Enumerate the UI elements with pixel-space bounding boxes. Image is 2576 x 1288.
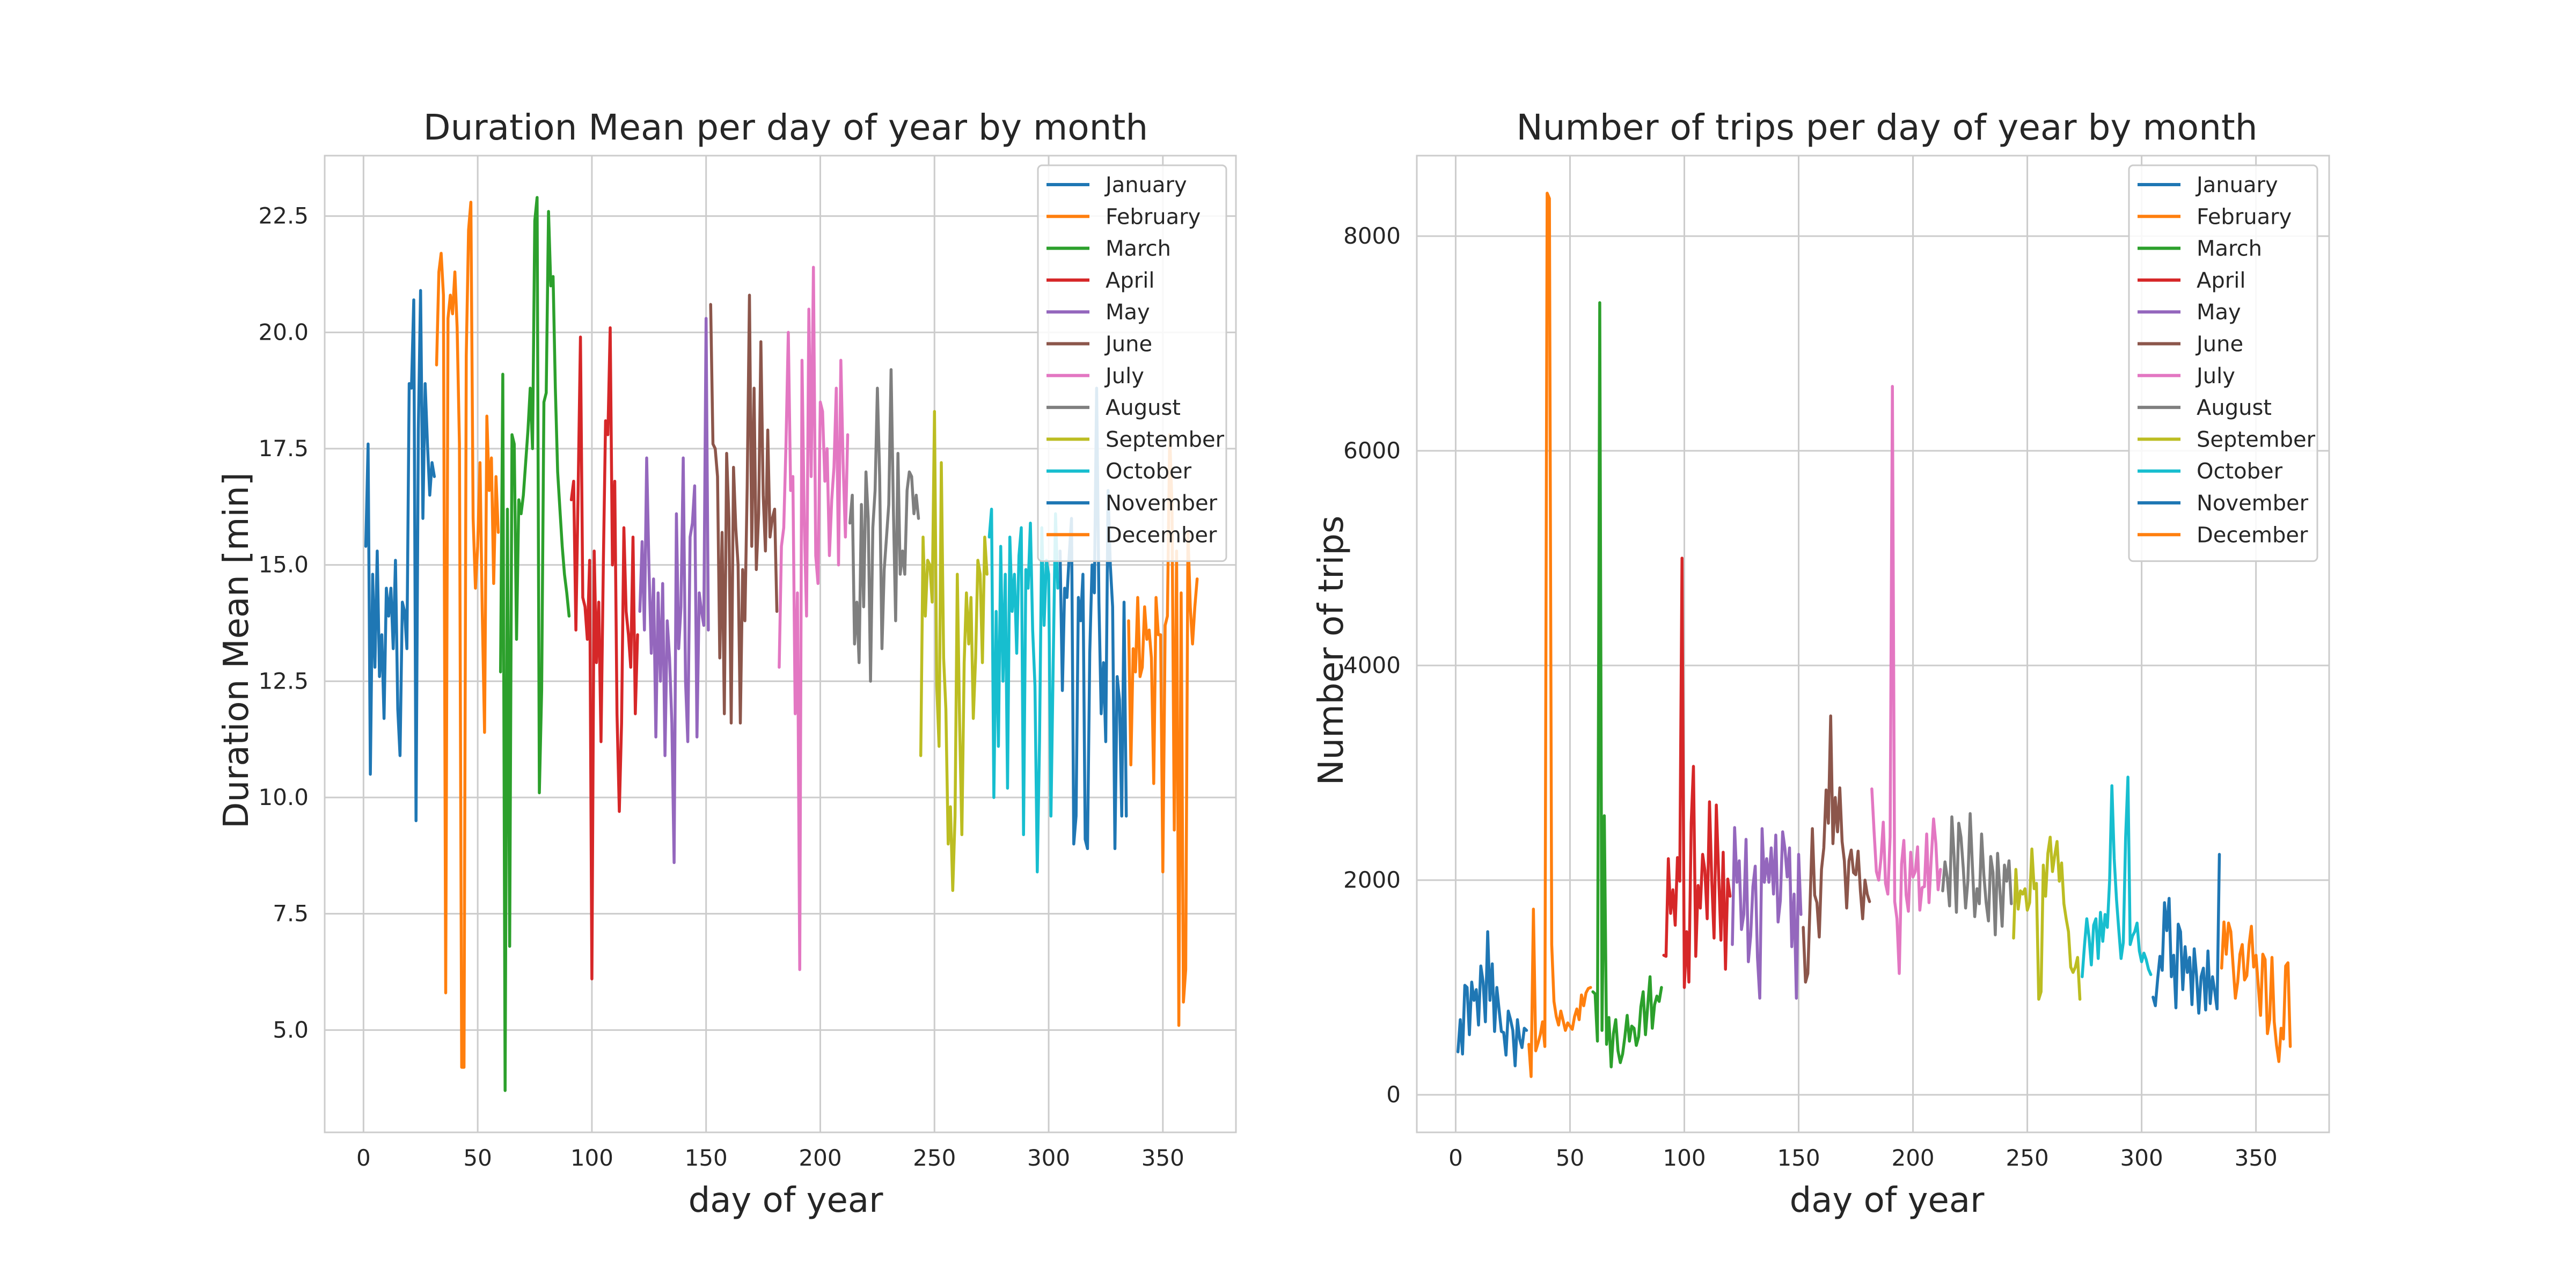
legend-label-december: December	[2197, 523, 2308, 547]
legend-label-october: October	[2197, 459, 2283, 484]
plot-frame	[324, 155, 1237, 1133]
plot-frame	[1416, 155, 2330, 1133]
series-line-january	[1456, 930, 1528, 1067]
series-line-march	[499, 196, 571, 1092]
legend-label-march: March	[2197, 237, 2262, 261]
legend-label-december: December	[1106, 523, 1217, 547]
x-axis-label: day of year	[1790, 1181, 1985, 1220]
x-tick-label: 100	[1663, 1145, 1706, 1171]
x-tick-label: 250	[2006, 1145, 2049, 1171]
series-line-december	[2220, 920, 2292, 1063]
y-tick-label: 2000	[1343, 867, 1401, 893]
legend-label-june: June	[2195, 332, 2243, 357]
legend-label-february: February	[2197, 204, 2292, 229]
series-line-may	[638, 317, 710, 865]
y-tick-label: 20.0	[258, 319, 309, 345]
x-tick-label: 150	[685, 1145, 728, 1171]
x-tick-label: 300	[1027, 1145, 1070, 1171]
x-tick-label: 350	[1141, 1145, 1184, 1171]
x-tick-label: 100	[570, 1145, 613, 1171]
legend-label-september: September	[1106, 427, 1225, 452]
series-line-march	[1591, 301, 1663, 1069]
series-line-may	[1731, 826, 1803, 1000]
legend	[2128, 164, 2318, 562]
series-line-november	[2151, 853, 2221, 1015]
legend-label-july: July	[1104, 364, 1144, 389]
y-tick-label: 15.0	[258, 552, 309, 578]
series-line-february	[435, 200, 500, 1069]
x-tick-label: 50	[463, 1145, 492, 1171]
series-line-october	[2081, 775, 2153, 978]
y-tick-label: 0	[1386, 1081, 1401, 1108]
legend-label-july: July	[2195, 364, 2235, 389]
legend-label-november: November	[1106, 491, 1218, 516]
series-line-july	[778, 266, 850, 971]
legend-label-february: February	[1106, 204, 1201, 229]
chart-title: Number of trips per day of year by month	[1516, 107, 2257, 148]
legend-label-september: September	[2197, 427, 2316, 452]
y-tick-label: 5.0	[273, 1016, 309, 1043]
legend-label-october: October	[1106, 459, 1192, 484]
legend-label-may: May	[2197, 300, 2241, 325]
legend-label-november: November	[2197, 491, 2309, 516]
chart-duration-mean: Duration Mean per day of year by month d…	[217, 107, 1237, 1220]
x-tick-label: 150	[1777, 1145, 1820, 1171]
series-line-september	[2012, 836, 2082, 1001]
x-tick-label: 0	[1448, 1145, 1463, 1171]
series-line-june	[709, 294, 779, 725]
x-tick-label: 200	[1891, 1145, 1934, 1171]
y-axis-label: Duration Mean [min]	[217, 472, 257, 829]
x-tick-label: 250	[913, 1145, 956, 1171]
x-tick-label: 0	[356, 1145, 371, 1171]
y-tick-label: 12.5	[258, 668, 309, 694]
y-tick-label: 22.5	[258, 203, 309, 229]
legend	[1037, 164, 1227, 562]
x-tick-label: 50	[1556, 1145, 1584, 1171]
y-tick-label: 10.0	[258, 784, 309, 810]
series-line-august	[1941, 812, 2013, 936]
chart-title: Duration Mean per day of year by month	[423, 107, 1148, 148]
series-line-january	[364, 289, 436, 823]
x-tick-label: 200	[799, 1145, 841, 1171]
x-tick-label: 300	[2120, 1145, 2163, 1171]
series-line-september	[919, 409, 989, 892]
legend-label-march: March	[1106, 237, 1171, 261]
y-tick-label: 6000	[1343, 437, 1401, 464]
legend-label-april: April	[2197, 268, 2245, 293]
series-line-december	[1127, 433, 1199, 1027]
legend-label-august: August	[2197, 396, 2272, 420]
y-tick-label: 7.5	[273, 901, 309, 927]
legend-label-may: May	[1106, 300, 1150, 325]
legend-label-august: August	[1106, 396, 1181, 420]
series-line-june	[1802, 714, 1871, 984]
series-line-july	[1870, 385, 1942, 975]
y-axis-label: Number of trips	[1312, 516, 1351, 786]
x-axis-label: day of year	[689, 1181, 884, 1220]
legend-label-january: January	[1104, 173, 1187, 197]
legend-label-april: April	[1106, 268, 1154, 293]
series-line-february	[1527, 192, 1592, 1078]
series-line-april	[1662, 557, 1732, 989]
y-tick-label: 17.5	[258, 435, 309, 462]
x-tick-label: 350	[2235, 1145, 2278, 1171]
series-line-august	[848, 368, 920, 683]
y-tick-label: 4000	[1343, 652, 1401, 678]
chart-number-of-trips: Number of trips per day of year by month…	[1312, 107, 2330, 1220]
series-line-april	[569, 326, 639, 980]
legend-label-january: January	[2195, 173, 2278, 197]
legend-label-june: June	[1104, 332, 1152, 357]
y-tick-label: 8000	[1343, 223, 1401, 249]
